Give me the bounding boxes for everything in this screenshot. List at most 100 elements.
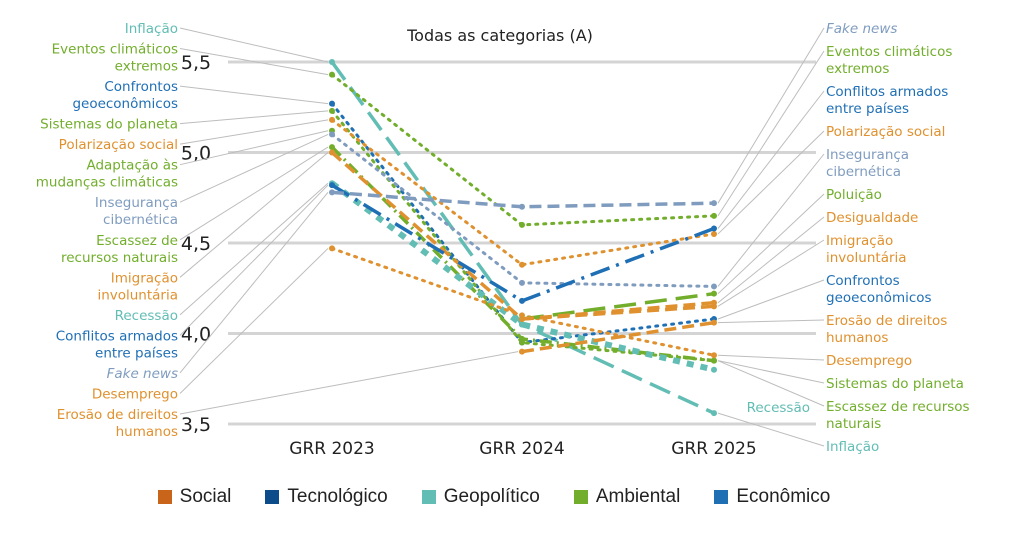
data-point bbox=[329, 189, 335, 196]
series-label: Desemprego bbox=[92, 386, 178, 402]
series-label: Insegurança cibernética bbox=[826, 147, 909, 180]
leader-line bbox=[717, 90, 825, 229]
series-label: Polarização social bbox=[59, 137, 178, 153]
series-line bbox=[521, 320, 715, 354]
series-label: Eventos climáticos extremos bbox=[52, 42, 178, 75]
series-label: Confrontos geoeconômicos bbox=[826, 273, 932, 306]
series-label: Conflitos armados entre países bbox=[56, 328, 178, 361]
series-label: Escassez de recursos naturais bbox=[61, 233, 178, 266]
legend-item: Social bbox=[157, 486, 232, 508]
legend-item: Geopolítico bbox=[421, 486, 540, 508]
leader-line bbox=[717, 360, 825, 384]
legend-label: Econômico bbox=[736, 486, 831, 507]
series-label: Recessão bbox=[115, 308, 178, 324]
leader-line bbox=[179, 85, 329, 105]
x-tick-label: GRR 2025 bbox=[671, 439, 756, 459]
inline-labels: Recessão bbox=[747, 400, 810, 416]
series-label: Inflação bbox=[125, 21, 178, 37]
series-label: Imigração involuntária bbox=[826, 233, 907, 266]
label-leader-lines bbox=[179, 27, 825, 447]
legend-swatch bbox=[157, 490, 172, 504]
data-point bbox=[329, 149, 335, 156]
series-label: Erosão de direitos humanos bbox=[826, 313, 947, 346]
series-label: Sistemas do planeta bbox=[40, 117, 178, 133]
data-point bbox=[519, 261, 525, 268]
leader-line bbox=[179, 152, 329, 278]
data-point bbox=[711, 410, 717, 417]
data-point bbox=[711, 366, 717, 373]
leader-line bbox=[717, 354, 825, 361]
inline-label: Recessão bbox=[747, 400, 810, 416]
data-point bbox=[329, 116, 335, 123]
data-point bbox=[711, 299, 717, 306]
series-label: Conflitos armados entre países bbox=[826, 84, 948, 117]
grid-lines bbox=[228, 60, 816, 426]
data-point bbox=[519, 221, 525, 228]
series-line bbox=[521, 300, 715, 321]
legend-label: Social bbox=[179, 486, 232, 507]
data-point bbox=[519, 335, 525, 342]
series-label: Fake news bbox=[826, 21, 897, 37]
leader-line bbox=[179, 184, 329, 336]
x-axis-ticks: GRR 2023 GRR 2024 GRR 2025 bbox=[289, 439, 756, 459]
series-label: Desigualdade bbox=[826, 210, 918, 226]
data-point bbox=[711, 212, 717, 219]
series-label: Inflação bbox=[826, 439, 879, 455]
leader-line bbox=[717, 50, 825, 217]
leader-line bbox=[717, 193, 825, 295]
data-point bbox=[519, 348, 525, 355]
leader-line bbox=[179, 110, 329, 125]
series-line bbox=[330, 180, 715, 373]
leader-line bbox=[179, 27, 329, 63]
leader-line bbox=[717, 153, 825, 287]
y-tick-label: 3,5 bbox=[181, 414, 211, 436]
leader-line bbox=[717, 130, 825, 235]
series-label: Insegurança cibernética bbox=[95, 195, 178, 228]
series-label: Desemprego bbox=[826, 353, 912, 369]
y-axis-ticks: 3,54,04,55,05,5 bbox=[181, 52, 211, 436]
series-label: Poluição bbox=[826, 187, 882, 203]
data-point bbox=[711, 290, 717, 297]
series-label: Escassez de recursos naturais bbox=[826, 399, 970, 432]
data-point bbox=[329, 144, 335, 151]
series-label: Adaptação às mudanças climáticas bbox=[36, 158, 178, 191]
series-label: Sistemas do planeta bbox=[826, 376, 964, 392]
leader-line bbox=[717, 216, 825, 304]
series-label: Eventos climáticos extremos bbox=[826, 44, 952, 77]
leader-line bbox=[717, 360, 825, 407]
series-lines bbox=[329, 59, 717, 417]
right-series-labels: Fake news Eventos climáticos extremos Confl… bbox=[826, 21, 970, 455]
leader-line bbox=[717, 27, 825, 204]
legend-item: Econômico bbox=[714, 486, 830, 508]
legend-swatch bbox=[421, 490, 436, 504]
legend-swatch bbox=[573, 490, 588, 504]
leader-line bbox=[179, 130, 329, 166]
series-line bbox=[330, 60, 715, 415]
chart-title: Todas as categorias (A) bbox=[406, 26, 593, 45]
legend-swatch bbox=[714, 490, 729, 504]
leader-line bbox=[179, 133, 329, 203]
data-point bbox=[519, 321, 525, 328]
legend-label: Geopolítico bbox=[443, 486, 540, 507]
data-point bbox=[329, 182, 335, 189]
series-label: Erosão de direitos humanos bbox=[57, 407, 178, 440]
leader-line bbox=[179, 351, 519, 415]
y-tick-label: 4,5 bbox=[181, 233, 211, 255]
y-tick-label: 5,5 bbox=[181, 52, 211, 74]
left-series-labels: Inflação Eventos climáticos extremos Confro… bbox=[36, 21, 178, 440]
leader-line bbox=[179, 248, 329, 394]
legend-label: Tecnológico bbox=[287, 486, 388, 507]
data-point bbox=[329, 59, 335, 65]
data-point bbox=[329, 100, 335, 107]
x-tick-label: GRR 2024 bbox=[479, 439, 564, 459]
data-point bbox=[711, 200, 717, 207]
leader-line bbox=[179, 48, 329, 76]
series-label: Imigração involuntária bbox=[97, 270, 178, 303]
leader-line bbox=[179, 119, 329, 145]
data-point bbox=[711, 230, 717, 237]
data-point bbox=[519, 203, 525, 210]
y-tick-label: 4,0 bbox=[181, 324, 211, 346]
chart-area: 3,54,04,55,05,5 GRR 2023 GRR 2024 GRR 2025… bbox=[36, 21, 970, 459]
data-point bbox=[329, 245, 335, 252]
data-point bbox=[711, 352, 717, 359]
